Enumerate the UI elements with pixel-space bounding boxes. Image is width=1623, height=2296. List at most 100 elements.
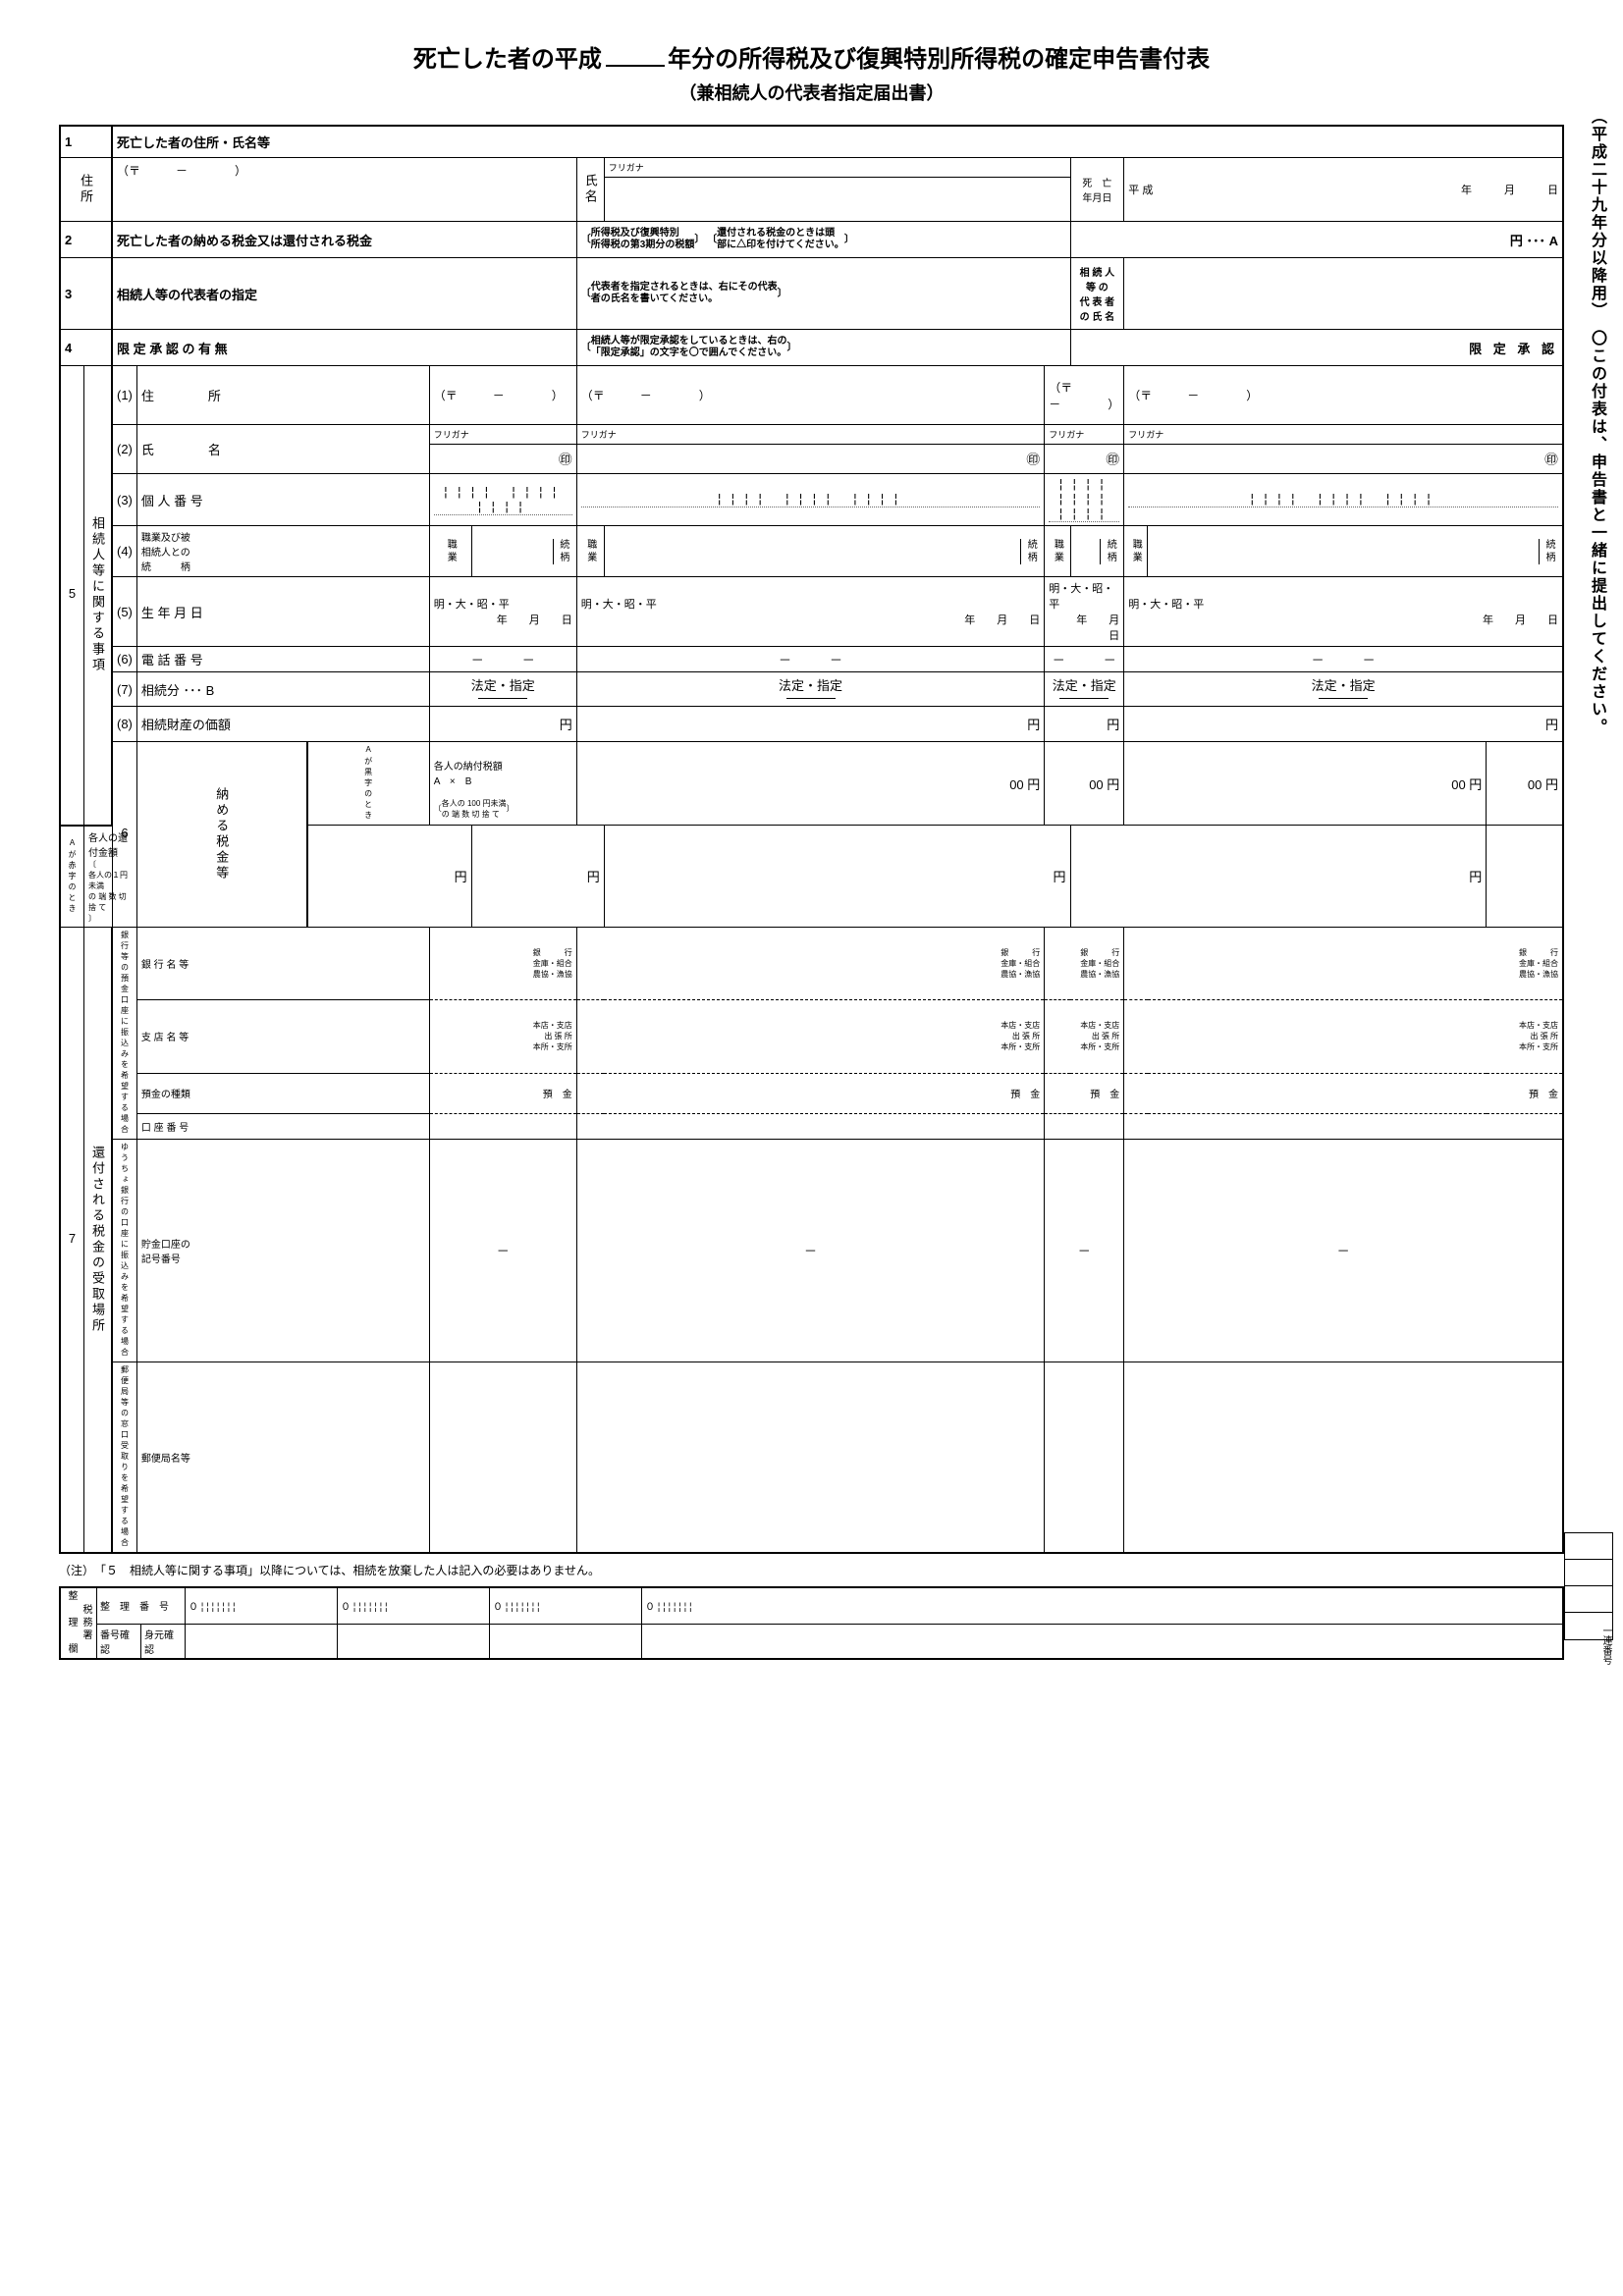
death-date-input[interactable]: 平 成 年 月 日 (1124, 158, 1563, 222)
section-3-num: 3 (65, 287, 72, 301)
id-check-label: 番号確認 (97, 1624, 141, 1659)
heir-2-bank[interactable]: 銀 行 金庫・組合 農協・漁協 (576, 927, 1045, 1000)
section-4-num: 4 (65, 341, 72, 355)
section-5-num: 5 (65, 586, 80, 604)
heir-3-acct[interactable] (1045, 1113, 1124, 1139)
heir-1-phone[interactable]: － － (429, 647, 576, 672)
asset-label: 相続財産の価額 (136, 707, 429, 742)
heir-1-address[interactable]: （〒 － ） (429, 366, 576, 425)
heir-2-refund[interactable]: 円 (471, 826, 604, 928)
heir-4-acct[interactable] (1124, 1113, 1563, 1139)
heir-2-asset[interactable]: 円 (576, 707, 1045, 742)
main-form-table: 1 死亡した者の住所・氏名等 住所 （〒 － ） 氏名 フリガナ 死 亡 年月日… (59, 125, 1564, 1554)
heir-4-phone[interactable]: － － (1124, 647, 1563, 672)
check-2[interactable] (338, 1624, 490, 1659)
heir-4-name[interactable]: ㊞ (1124, 445, 1563, 474)
heir-1-office[interactable] (429, 1362, 576, 1553)
gentei-text[interactable]: 限 定 承 認 (1070, 330, 1563, 366)
heir-1-dob[interactable]: 明・大・昭・平年 月 日 (429, 577, 576, 647)
heir-4-job[interactable]: 続柄 (1148, 526, 1563, 577)
heir-3-job[interactable]: 続柄 (1070, 526, 1124, 577)
heir-3-address[interactable]: （〒 － ） (1045, 366, 1124, 425)
heir-2-type[interactable]: 預 金 (576, 1073, 1045, 1113)
heir-4-mynumber[interactable]: ¦¦¦¦ ¦¦¦¦ ¦¦¦¦ (1124, 474, 1563, 526)
heir-2-branch[interactable]: 本店・支店 出 張 所 本所・支所 (576, 1000, 1045, 1074)
heir-2-phone[interactable]: － － (576, 647, 1045, 672)
heir-3-dob[interactable]: 明・大・昭・平年 月 日 (1045, 577, 1124, 647)
heir-1-branch[interactable]: 本店・支店 出 張 所 本所・支所 (429, 1000, 576, 1074)
heir-3-name[interactable]: ㊞ (1045, 445, 1124, 474)
heir-1-pay[interactable]: 00 円 (576, 742, 1045, 826)
tax-amount-input[interactable]: 円 ･･･ A (1070, 222, 1563, 258)
ref-4[interactable]: ０ ¦ ¦ ¦ ¦ ¦ ¦ ¦ (642, 1587, 1564, 1625)
heir-1-share[interactable]: 法定・指定 (429, 672, 576, 707)
branch-label: 支 店 名 等 (136, 1000, 429, 1074)
form-title: 死亡した者の平成 年分の所得税及び復興特別所得税の確定申告書付表 (59, 39, 1564, 74)
ref-1[interactable]: ０ ¦ ¦ ¦ ¦ ¦ ¦ ¦ (186, 1587, 338, 1625)
check-3[interactable] (490, 1624, 642, 1659)
heir-2-post[interactable]: － (576, 1139, 1045, 1362)
address-input[interactable]: （〒 － ） (112, 158, 576, 222)
check-4[interactable] (642, 1624, 1564, 1659)
heir-3-bank[interactable]: 銀 行 金庫・組合 農協・漁協 (1045, 927, 1124, 1000)
heir-4-dob[interactable]: 明・大・昭・平年 月 日 (1124, 577, 1563, 647)
heir-3-phone[interactable]: － － (1045, 647, 1124, 672)
heir-4-post[interactable]: － (1124, 1139, 1563, 1362)
year-blank[interactable] (606, 45, 665, 67)
heir-4-branch[interactable]: 本店・支店 出 張 所 本所・支所 (1124, 1000, 1563, 1074)
heir-2-job[interactable]: 続柄 (604, 526, 1045, 577)
heir-3-share[interactable]: 法定・指定 (1045, 672, 1124, 707)
heir-2-pay[interactable]: 00 円 (1045, 742, 1124, 826)
heir-3-asset[interactable]: 円 (1045, 707, 1124, 742)
heir-2-mynumber[interactable]: ¦¦¦¦ ¦¦¦¦ ¦¦¦¦ (576, 474, 1045, 526)
ref-2[interactable]: ０ ¦ ¦ ¦ ¦ ¦ ¦ ¦ (338, 1587, 490, 1625)
heir-1-refund[interactable]: 円 (307, 826, 472, 928)
heir-1-job[interactable]: 続柄 (471, 526, 576, 577)
heir-1-type[interactable]: 預 金 (429, 1073, 576, 1113)
rep-name-input[interactable] (1124, 258, 1563, 330)
acct-type-label: 預金の種類 (136, 1073, 429, 1113)
processing-table: 税務署 整 理 欄 整 理 番 号 ０ ¦ ¦ ¦ ¦ ¦ ¦ ¦ ０ ¦ ¦ … (59, 1586, 1564, 1660)
heir-1-name[interactable]: ㊞ (429, 445, 576, 474)
heir-3-mynumber[interactable]: ¦¦¦¦ ¦¦¦¦ ¦¦¦¦ (1045, 474, 1124, 526)
heir-4-refund[interactable]: 円 (1070, 826, 1487, 928)
heir-4-type[interactable]: 預 金 (1124, 1073, 1563, 1113)
heir-4-office[interactable] (1124, 1362, 1563, 1553)
section-3-label: 相続人等の代表者の指定 (112, 258, 576, 330)
heir-3-pay[interactable]: 00 円 (1124, 742, 1487, 826)
heir-2-office[interactable] (576, 1362, 1045, 1553)
check-1[interactable] (186, 1624, 338, 1659)
heir-3-refund[interactable]: 円 (604, 826, 1070, 928)
heir-1-acct[interactable] (429, 1113, 576, 1139)
heir-2-name[interactable]: ㊞ (576, 445, 1045, 474)
ref-3[interactable]: ０ ¦ ¦ ¦ ¦ ¦ ¦ ¦ (490, 1587, 642, 1625)
heir-2-share[interactable]: 法定・指定 (576, 672, 1045, 707)
heir-3-branch[interactable]: 本店・支店 出 張 所 本所・支所 (1045, 1000, 1124, 1074)
heir-2-dob[interactable]: 明・大・昭・平年 月 日 (576, 577, 1045, 647)
serial-box (1564, 1532, 1613, 1640)
heir-1-post[interactable]: － (429, 1139, 576, 1362)
furigana-label: フリガナ (604, 158, 1070, 178)
heir-4-address[interactable]: （〒 － ） (1124, 366, 1563, 425)
heir-2-address[interactable]: （〒 － ） (576, 366, 1045, 425)
heir-4-pay[interactable]: 00 円 (1487, 742, 1563, 826)
heir-4-share[interactable]: 法定・指定 (1124, 672, 1563, 707)
section-2-label: 死亡した者の納める税金又は還付される税金 (112, 222, 576, 258)
heir-4-bank[interactable]: 銀 行 金庫・組合 農協・漁協 (1124, 927, 1563, 1000)
heir-2-acct[interactable] (576, 1113, 1045, 1139)
heir-address-label: 住 所 (136, 366, 429, 425)
rep-name-label: 相 続 人 等 の 代 表 者 の 氏 名 (1070, 258, 1124, 330)
serial-label: 一連番号 (1598, 1626, 1613, 1665)
heir-3-post[interactable]: － (1045, 1139, 1124, 1362)
name-input[interactable] (604, 178, 1070, 222)
heir-3-type[interactable]: 預 金 (1045, 1073, 1124, 1113)
phone-label: 電 話 番 号 (136, 647, 429, 672)
form-subtitle: （兼相続人の代表者指定届出書） (59, 80, 1564, 105)
heir-1-bank[interactable]: 銀 行 金庫・組合 農協・漁協 (429, 927, 576, 1000)
heir-4-asset[interactable]: 円 (1124, 707, 1563, 742)
heir-3-office[interactable] (1045, 1362, 1124, 1553)
heir-1-asset[interactable]: 円 (429, 707, 576, 742)
section-2-num: 2 (65, 233, 72, 247)
heir-1-mynumber[interactable]: ¦¦¦¦ ¦¦¦¦ ¦¦¦¦ (429, 474, 576, 526)
person-check-label: 身元確認 (141, 1624, 186, 1659)
